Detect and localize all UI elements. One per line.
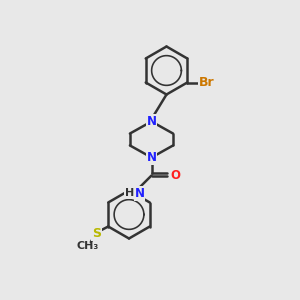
- Text: CH₃: CH₃: [77, 241, 99, 251]
- Text: S: S: [92, 226, 101, 240]
- Text: N: N: [146, 115, 157, 128]
- Text: H: H: [125, 188, 134, 199]
- Text: Br: Br: [199, 76, 214, 89]
- Text: O: O: [170, 169, 181, 182]
- Text: N: N: [134, 187, 145, 200]
- Text: N: N: [146, 151, 157, 164]
